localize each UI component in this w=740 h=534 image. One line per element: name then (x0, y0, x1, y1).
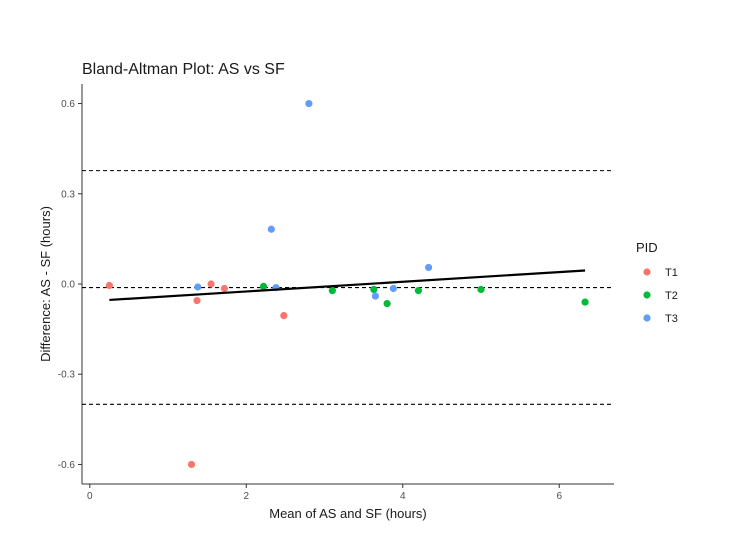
legend-key-t1 (643, 268, 651, 276)
data-point-t2 (259, 282, 268, 291)
x-tick-label: 4 (400, 491, 406, 502)
data-point-t3 (267, 225, 275, 233)
chart-title: Bland-Altman Plot: AS vs SF (82, 61, 285, 78)
data-point-t2 (328, 287, 336, 295)
y-tick-label: 0.3 (61, 189, 75, 200)
data-point-t3 (305, 99, 313, 108)
legend-label-t3: T3 (665, 313, 678, 325)
data-point-t2 (414, 287, 423, 295)
y-tick-label: -0.3 (58, 370, 76, 381)
x-axis-title: Mean of AS and SF (hours) (269, 506, 427, 521)
regression-line (109, 269, 586, 302)
data-point-t2 (581, 298, 589, 306)
legend-entries: T1 T2 T3 (643, 267, 678, 325)
y-tick-label: 0.6 (61, 99, 75, 110)
data-point-t2 (477, 285, 485, 294)
data-point-t1 (193, 296, 201, 305)
y-axis-ticks: -0.6 -0.3 0.0 0.3 0.6 (58, 99, 82, 471)
legend-key-t3 (643, 314, 651, 322)
x-tick-label: 0 (87, 491, 93, 502)
legend-key-t2 (643, 291, 651, 299)
y-axis-title: Difference: AS - SF (hours) (38, 206, 53, 362)
data-point-t1 (207, 280, 215, 288)
legend-label-t2: T2 (665, 290, 678, 302)
x-axis-ticks: 0 2 4 6 (87, 484, 562, 502)
data-point-t2 (370, 285, 378, 294)
y-tick-label: 0.0 (61, 280, 75, 291)
data-point-t3 (389, 284, 397, 293)
legend-title: PID (636, 240, 658, 255)
legend-label-t1: T1 (665, 267, 678, 279)
x-tick-label: 2 (244, 491, 250, 502)
data-point-t1 (220, 284, 228, 293)
regression-line-group (109, 269, 586, 302)
plot-area: 0 2 4 6 -0.6 -0.3 0.0 0.3 0.6 (58, 84, 614, 502)
data-point-t1 (280, 311, 288, 320)
data-point-t3 (424, 263, 433, 272)
data-point-t3 (194, 283, 202, 291)
data-point-t3 (371, 292, 379, 300)
reference-lines (82, 170, 614, 405)
legend: PID T1 T2 T3 (636, 240, 678, 325)
data-point-t2 (383, 299, 391, 308)
data-point-t1 (187, 460, 196, 469)
data-point-t1 (105, 281, 113, 290)
x-tick-label: 6 (556, 491, 562, 502)
y-tick-label: -0.6 (58, 460, 76, 471)
data-points (105, 99, 589, 469)
